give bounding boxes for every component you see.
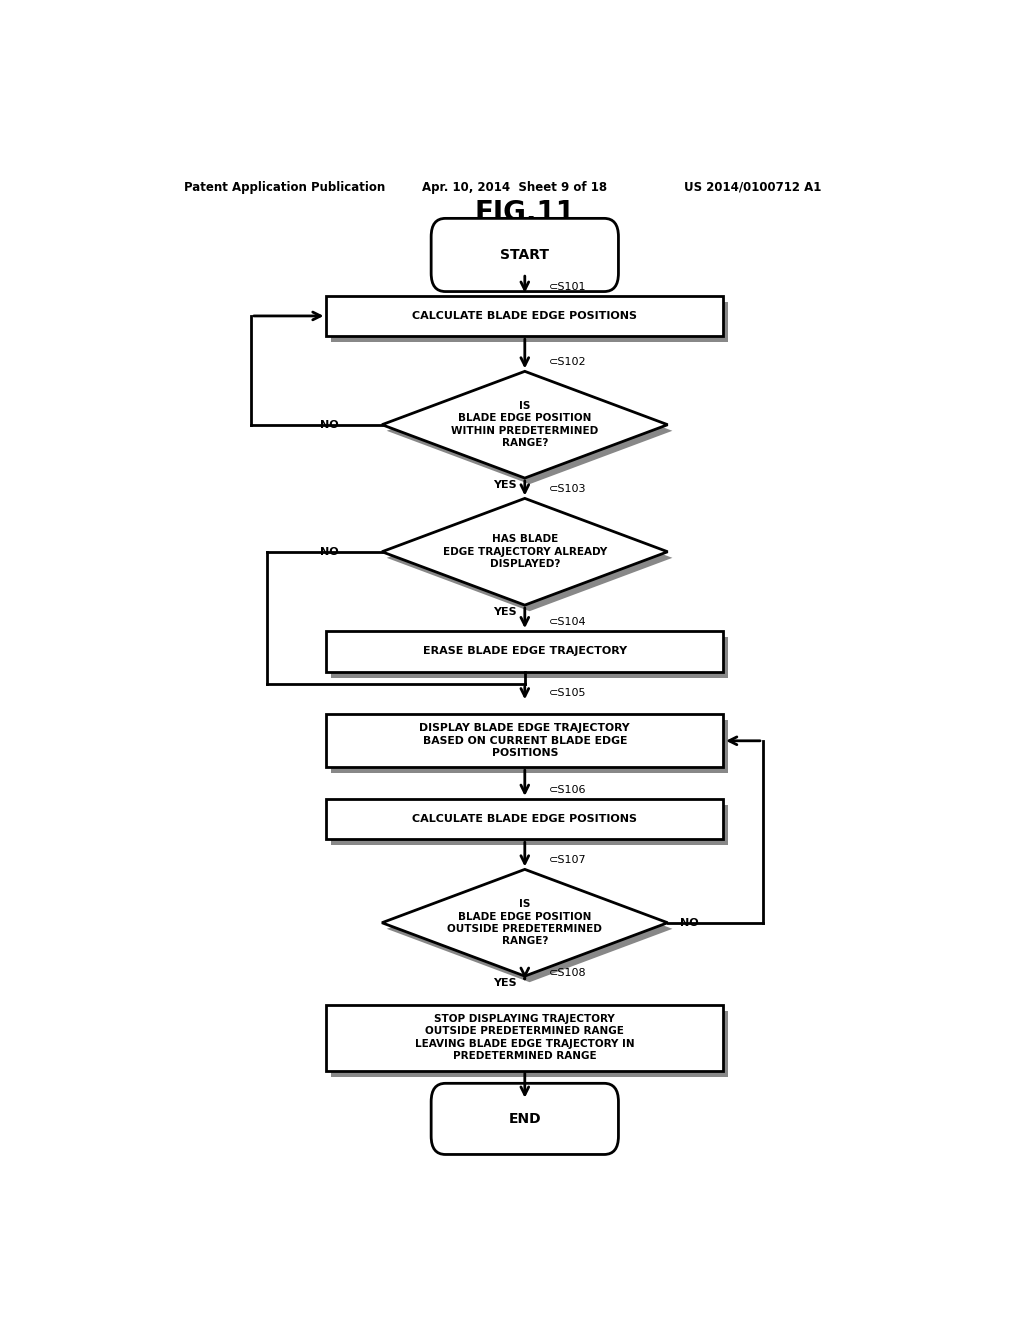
Text: US 2014/0100712 A1: US 2014/0100712 A1 bbox=[684, 181, 821, 194]
Text: END: END bbox=[509, 1111, 541, 1126]
Text: CALCULATE BLADE EDGE POSITIONS: CALCULATE BLADE EDGE POSITIONS bbox=[413, 814, 637, 824]
FancyBboxPatch shape bbox=[431, 1084, 618, 1155]
FancyBboxPatch shape bbox=[327, 631, 723, 672]
Text: Apr. 10, 2014  Sheet 9 of 18: Apr. 10, 2014 Sheet 9 of 18 bbox=[422, 181, 607, 194]
Text: NO: NO bbox=[319, 546, 338, 557]
Text: NO: NO bbox=[319, 420, 338, 430]
Text: HAS BLADE
EDGE TRAJECTORY ALREADY
DISPLAYED?: HAS BLADE EDGE TRAJECTORY ALREADY DISPLA… bbox=[442, 535, 607, 569]
FancyBboxPatch shape bbox=[331, 302, 728, 342]
Text: ⊂S105: ⊂S105 bbox=[549, 688, 586, 698]
Text: IS
BLADE EDGE POSITION
OUTSIDE PREDETERMINED
RANGE?: IS BLADE EDGE POSITION OUTSIDE PREDETERM… bbox=[447, 899, 602, 946]
Text: Patent Application Publication: Patent Application Publication bbox=[183, 181, 385, 194]
Text: ⊂S107: ⊂S107 bbox=[549, 855, 586, 866]
Polygon shape bbox=[387, 504, 673, 611]
Text: FIG.11: FIG.11 bbox=[474, 199, 575, 227]
Text: IS
BLADE EDGE POSITION
WITHIN PREDETERMINED
RANGE?: IS BLADE EDGE POSITION WITHIN PREDETERMI… bbox=[452, 401, 598, 449]
FancyBboxPatch shape bbox=[331, 721, 728, 774]
FancyBboxPatch shape bbox=[327, 296, 723, 337]
Text: ⊂S108: ⊂S108 bbox=[549, 968, 586, 978]
Polygon shape bbox=[387, 378, 673, 484]
Text: NO: NO bbox=[680, 917, 698, 928]
FancyBboxPatch shape bbox=[431, 218, 618, 292]
Text: STOP DISPLAYING TRAJECTORY
OUTSIDE PREDETERMINED RANGE
LEAVING BLADE EDGE TRAJEC: STOP DISPLAYING TRAJECTORY OUTSIDE PREDE… bbox=[415, 1014, 635, 1061]
Text: ERASE BLADE EDGE TRAJECTORY: ERASE BLADE EDGE TRAJECTORY bbox=[423, 647, 627, 656]
Text: YES: YES bbox=[494, 978, 517, 989]
FancyBboxPatch shape bbox=[327, 714, 723, 767]
Text: ⊂S104: ⊂S104 bbox=[549, 616, 586, 627]
Text: CALCULATE BLADE EDGE POSITIONS: CALCULATE BLADE EDGE POSITIONS bbox=[413, 312, 637, 321]
Polygon shape bbox=[387, 875, 673, 982]
Text: DISPLAY BLADE EDGE TRAJECTORY
BASED ON CURRENT BLADE EDGE
POSITIONS: DISPLAY BLADE EDGE TRAJECTORY BASED ON C… bbox=[420, 723, 630, 758]
FancyBboxPatch shape bbox=[331, 638, 728, 677]
FancyBboxPatch shape bbox=[331, 805, 728, 846]
Text: START: START bbox=[501, 248, 549, 261]
FancyBboxPatch shape bbox=[331, 1011, 728, 1077]
FancyBboxPatch shape bbox=[327, 799, 723, 840]
Text: ⊂S106: ⊂S106 bbox=[549, 784, 586, 795]
Text: ⊂S102: ⊂S102 bbox=[549, 358, 586, 367]
Polygon shape bbox=[382, 499, 668, 605]
FancyBboxPatch shape bbox=[327, 1005, 723, 1071]
Text: YES: YES bbox=[494, 480, 517, 490]
Text: ⊂S103: ⊂S103 bbox=[549, 484, 586, 494]
Polygon shape bbox=[382, 870, 668, 975]
Polygon shape bbox=[382, 371, 668, 478]
Text: YES: YES bbox=[494, 607, 517, 618]
Text: ⊂S101: ⊂S101 bbox=[549, 281, 586, 292]
